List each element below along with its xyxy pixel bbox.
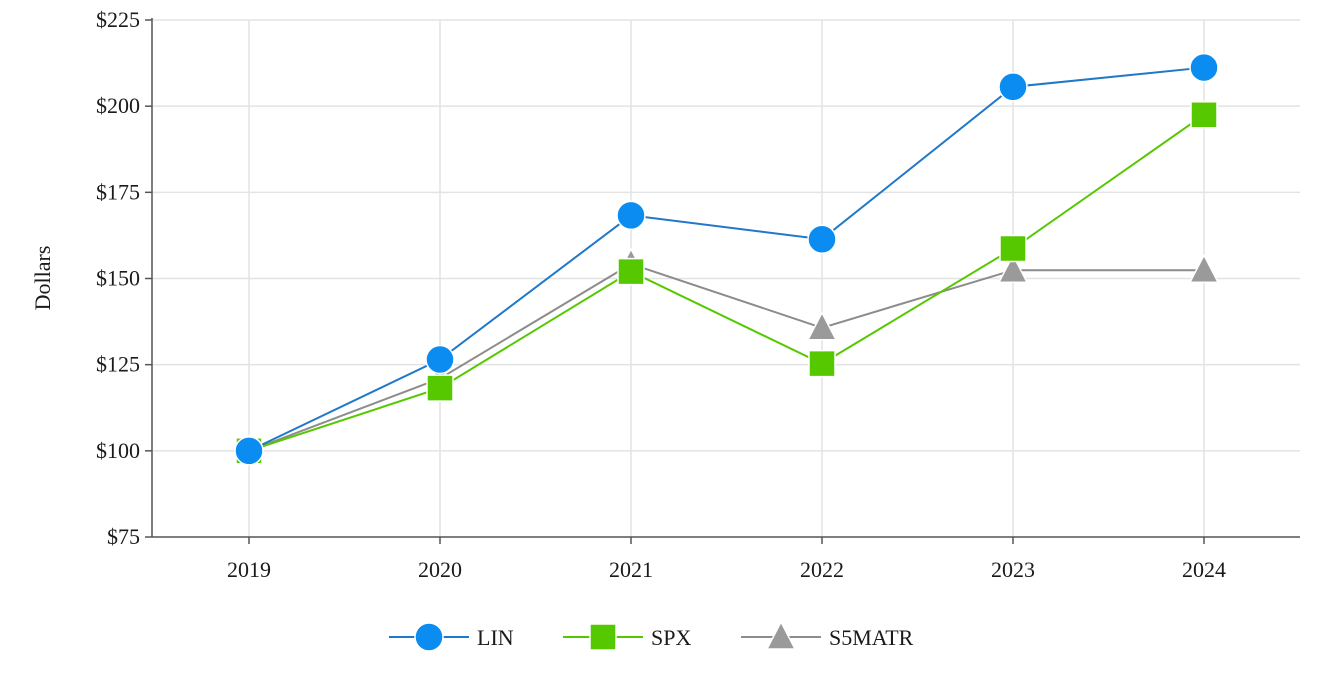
legend-label-lin: LIN — [477, 625, 514, 650]
legend-item-spx: SPX — [563, 623, 691, 651]
y-tick-label: $75 — [107, 524, 140, 549]
x-tick-label: 2022 — [800, 557, 844, 582]
series-line-lin — [248, 66, 1205, 452]
series-line-s5matr — [248, 262, 1204, 452]
legend-item-s5matr: S5MATR — [741, 620, 914, 650]
data-point-lin — [234, 436, 264, 466]
x-tick-label: 2021 — [609, 557, 653, 582]
legend-item-lin: LIN — [389, 622, 514, 652]
data-point-spx — [1190, 101, 1218, 129]
y-tick-label: $150 — [96, 266, 140, 291]
data-point-spx — [617, 257, 645, 286]
y-tick-label: $125 — [96, 352, 140, 377]
x-tick-label: 2020 — [418, 557, 462, 582]
data-point-spx — [426, 374, 454, 402]
data-point-spx — [999, 234, 1027, 263]
series-lin — [234, 52, 1219, 466]
legend: LIN SPX S5MATR — [389, 620, 914, 652]
data-point-lin — [998, 72, 1028, 102]
data-point-s5matr — [1188, 253, 1220, 283]
y-tick-label: $175 — [96, 179, 140, 204]
axes: $75 $100 $125 $150 $175 $200 $225 2019 2020 2021 2… — [96, 7, 1300, 582]
x-tick-label: 2024 — [1182, 557, 1226, 582]
series-s5matr — [233, 247, 1220, 464]
y-tick-label: $200 — [96, 93, 140, 118]
legend-marker-s5matr — [765, 620, 797, 650]
legend-marker-lin — [414, 622, 444, 652]
data-point-lin — [425, 344, 455, 375]
y-tick-label: $225 — [96, 7, 140, 32]
data-point-lin — [807, 224, 837, 254]
grid — [152, 19, 1300, 537]
series-spx — [235, 101, 1218, 465]
x-tick-label: 2023 — [991, 557, 1035, 582]
data-point-lin — [1189, 52, 1219, 83]
y-tick-label: $100 — [96, 438, 140, 463]
series-line-spx — [248, 113, 1205, 452]
data-point-lin — [616, 200, 646, 231]
data-point-s5matr — [806, 311, 838, 341]
legend-label-spx: SPX — [651, 625, 691, 650]
series-group — [233, 52, 1220, 466]
y-axis-title: Dollars — [30, 246, 55, 311]
legend-label-s5matr: S5MATR — [829, 625, 914, 650]
x-tick-label: 2019 — [227, 557, 271, 582]
data-point-spx — [808, 349, 836, 378]
legend-marker-spx — [589, 623, 617, 651]
data-point-s5matr — [997, 253, 1029, 283]
